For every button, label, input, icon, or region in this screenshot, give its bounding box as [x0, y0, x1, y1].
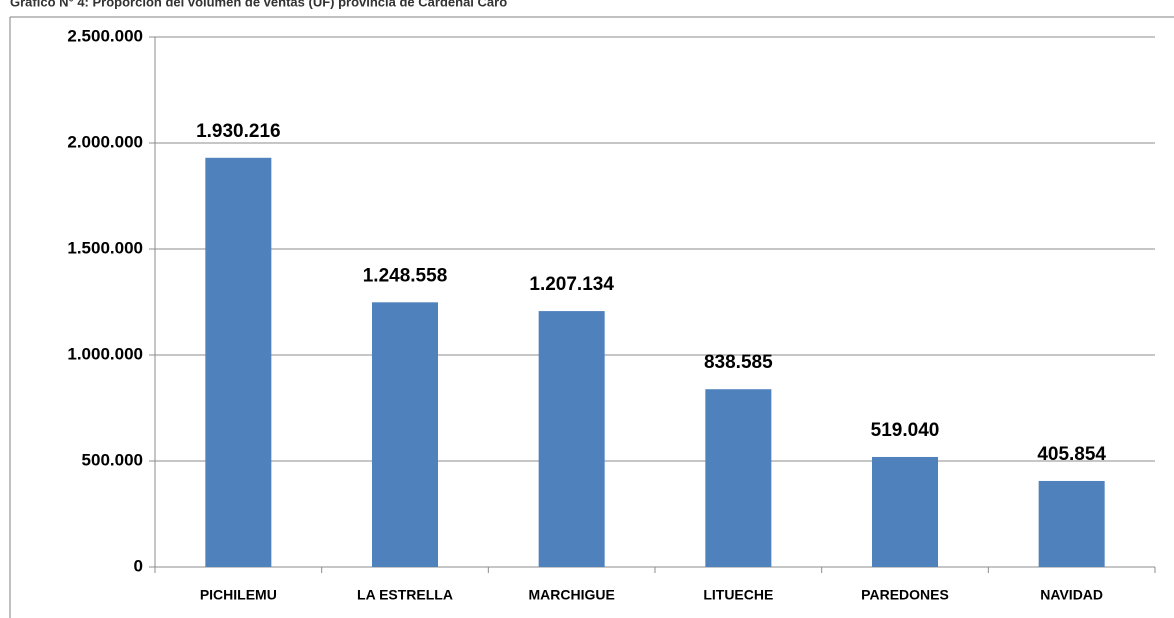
- x-tick-label: PAREDONES: [861, 587, 949, 603]
- y-tick-label: 2.000.000: [67, 132, 143, 151]
- y-tick-label: 2.500.000: [67, 26, 143, 45]
- value-label: 1.248.558: [363, 265, 448, 286]
- bar: [872, 456, 938, 567]
- y-tick-label: 1.000.000: [67, 344, 143, 363]
- bar: [205, 157, 272, 568]
- bar: [372, 302, 438, 567]
- value-label: 1.930.216: [196, 121, 281, 142]
- x-tick-label: LA ESTRELLA: [357, 587, 453, 603]
- x-tick-label: NAVIDAD: [1040, 587, 1103, 603]
- value-label: 1.207.134: [529, 274, 614, 295]
- chart-title: Gráfico N° 4: Proporción del volumen de …: [10, 0, 507, 9]
- y-tick-label: 500.000: [82, 450, 143, 469]
- bar: [705, 389, 772, 567]
- bar: [1038, 480, 1105, 567]
- bar: [538, 311, 605, 567]
- value-label: 838.585: [704, 352, 773, 373]
- y-tick-label: 1.500.000: [67, 238, 143, 257]
- value-label: 519.040: [871, 420, 940, 441]
- x-tick-label: LITUECHE: [703, 587, 773, 603]
- y-tick-label: 0: [134, 556, 143, 575]
- value-label: 405.854: [1037, 444, 1106, 465]
- x-tick-label: MARCHIGUE: [528, 587, 614, 603]
- x-tick-label: PICHILEMU: [200, 587, 277, 603]
